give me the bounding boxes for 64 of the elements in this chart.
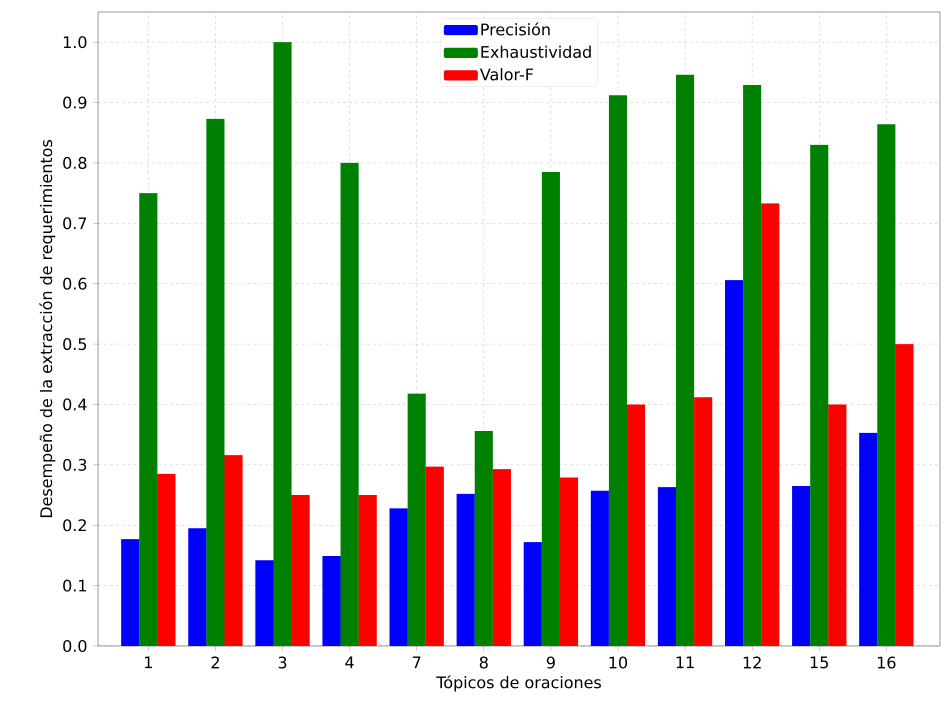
x-tick-label: 11 xyxy=(676,656,694,668)
bar xyxy=(492,469,511,646)
y-tick-label: 0.6 xyxy=(63,278,86,290)
bar xyxy=(724,280,744,646)
bar xyxy=(608,95,628,646)
bar xyxy=(157,474,176,646)
y-tick-label: 0.2 xyxy=(63,519,86,532)
y-axis-title: Desempeño de la extracción de requerimientos xyxy=(39,140,56,518)
bar xyxy=(761,203,780,646)
x-tick-label: 12 xyxy=(744,656,761,668)
bar xyxy=(255,560,274,646)
x-tick-label: 2 xyxy=(212,656,219,668)
x-tick-label: 16 xyxy=(878,656,896,669)
bar xyxy=(292,495,310,646)
bar xyxy=(877,124,896,646)
bar xyxy=(408,394,426,646)
bar xyxy=(322,556,341,646)
x-tick-label: 15 xyxy=(810,656,828,668)
legend-label: Exhaustividad xyxy=(481,46,591,58)
x-tick-label: 1 xyxy=(145,656,152,668)
bar xyxy=(273,42,292,646)
x-tick-label: 3 xyxy=(278,656,286,669)
bar xyxy=(743,85,762,646)
bar xyxy=(224,455,243,646)
y-tick-label: 0.3 xyxy=(63,458,86,471)
bar xyxy=(590,490,609,646)
bar xyxy=(542,172,560,646)
x-tick-label: 7 xyxy=(412,656,420,668)
bar xyxy=(694,397,712,646)
y-tick-label: 0.8 xyxy=(63,156,86,169)
x-tick-label: 10 xyxy=(610,656,628,669)
legend-label: Valor-F xyxy=(480,68,534,80)
bar xyxy=(560,478,578,646)
y-tick-label: 1.0 xyxy=(64,36,86,48)
bar xyxy=(810,144,828,646)
x-axis-title: Tópicos de oraciones xyxy=(436,675,601,692)
y-tick-label: 0.9 xyxy=(63,96,86,109)
x-tick-label: 9 xyxy=(546,656,555,669)
bar xyxy=(340,162,359,646)
bar xyxy=(627,404,646,646)
bar xyxy=(676,74,694,646)
bar xyxy=(390,508,408,646)
bar xyxy=(188,528,206,646)
x-tick-label: 8 xyxy=(480,656,488,669)
bar xyxy=(524,542,542,646)
y-tick-label: 0.1 xyxy=(63,580,86,592)
bar xyxy=(792,486,810,646)
y-tick-label: 0.0 xyxy=(63,640,86,652)
bar xyxy=(121,539,140,646)
bar xyxy=(859,432,878,646)
bar xyxy=(828,404,846,646)
y-tick-label: 0.7 xyxy=(63,217,86,230)
bar xyxy=(895,344,914,646)
bar xyxy=(358,495,377,646)
legend-label: Precisión xyxy=(481,22,550,36)
bar xyxy=(206,118,224,646)
y-tick-label: 0.4 xyxy=(63,398,87,410)
bar xyxy=(474,431,493,646)
x-tick-label: 4 xyxy=(345,656,354,668)
bar xyxy=(658,487,676,646)
bar xyxy=(139,193,158,646)
y-tick-label: 0.5 xyxy=(63,338,86,350)
bar xyxy=(426,466,444,646)
bar xyxy=(456,494,475,646)
